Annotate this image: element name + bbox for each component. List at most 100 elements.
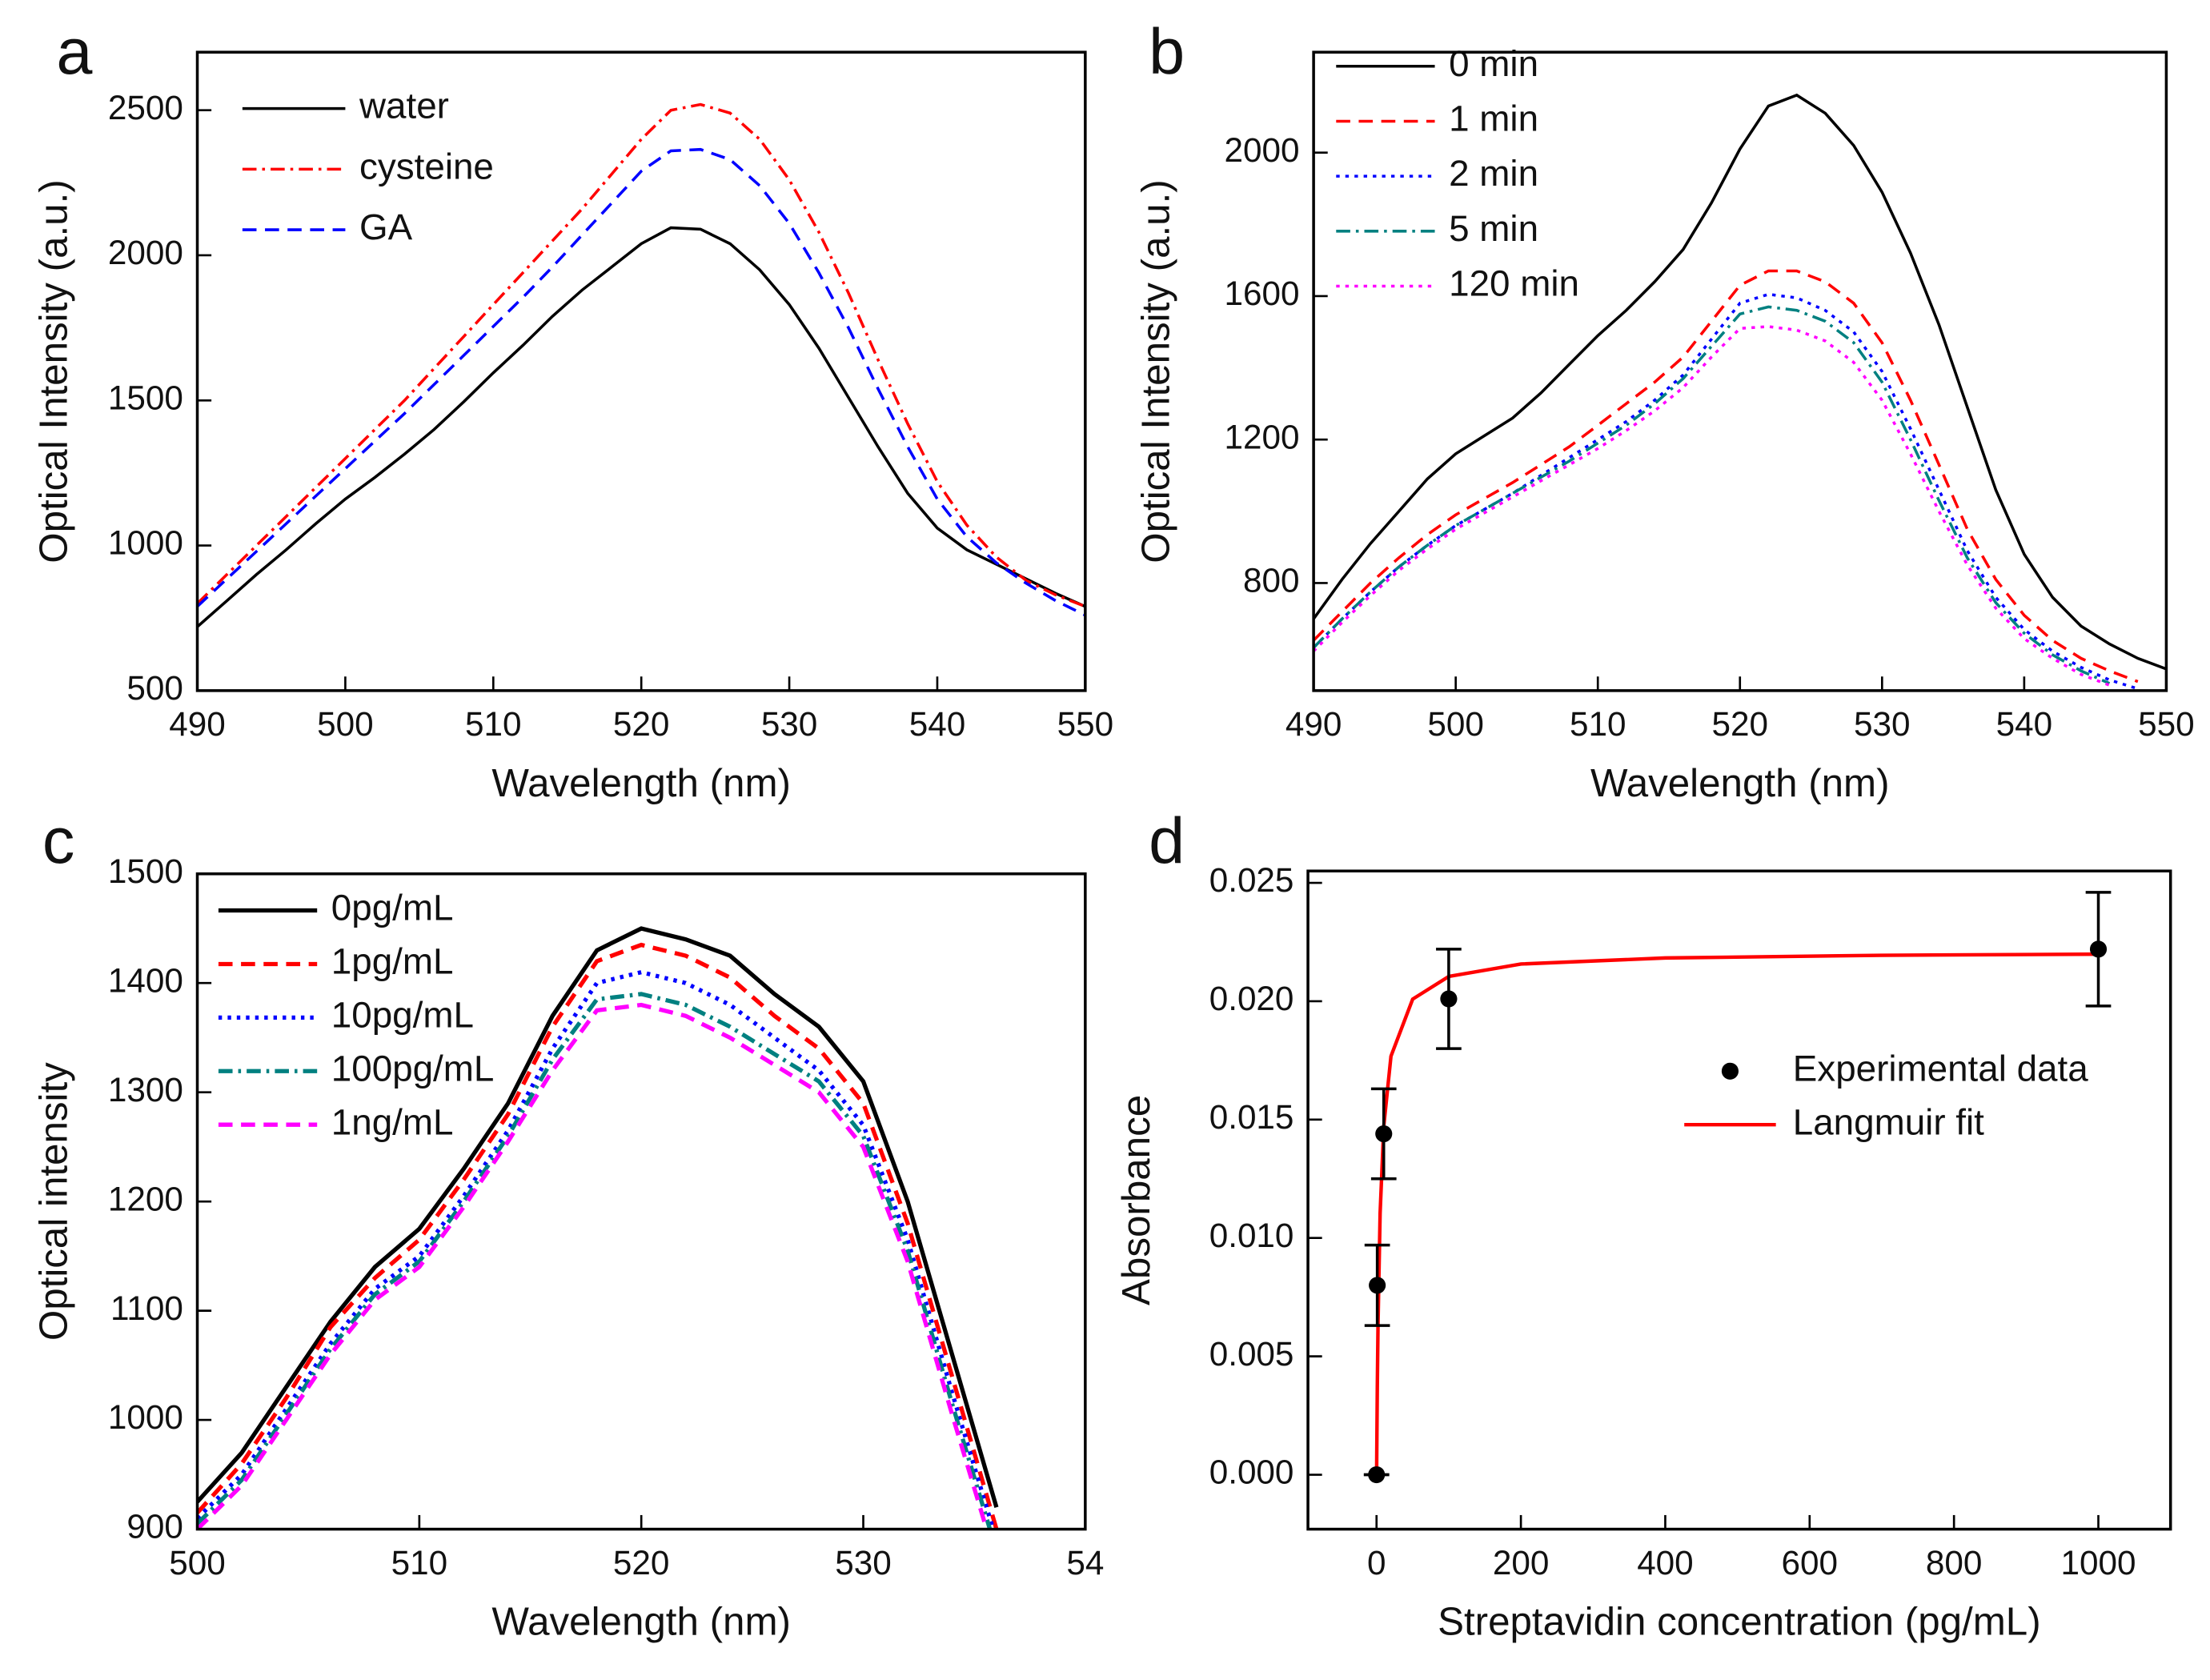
y-axis-label: Optical Intensity (a.u.) xyxy=(1133,179,1177,563)
line-series xyxy=(197,926,999,1508)
fit-curve xyxy=(1374,952,2099,1475)
y-axis-label: Optical intensity xyxy=(31,1062,75,1341)
x-tick-label: 1000 xyxy=(2061,1544,2136,1582)
legend-label: 1pg/mL xyxy=(331,941,454,982)
plot-frame xyxy=(195,50,1087,692)
legend-label: Langmuir fit xyxy=(1793,1101,1984,1142)
data-point xyxy=(2089,940,2108,958)
y-tick-label: 0.015 xyxy=(1209,1098,1294,1136)
panel: a Wavelength (nm) Optical Intensity (a.u.)… xyxy=(31,16,1113,805)
x-tick-label: 530 xyxy=(835,1544,891,1582)
y-tick-label: 0.000 xyxy=(1209,1453,1294,1491)
panel-label: d xyxy=(1149,805,1185,877)
line-series xyxy=(197,226,1085,628)
legend-label: water xyxy=(359,86,449,126)
line-series xyxy=(197,102,1085,608)
x-axis-label: Wavelength (nm) xyxy=(491,761,791,805)
plot-area xyxy=(1363,891,2112,1484)
plot-area xyxy=(197,102,1085,628)
legend-label: 5 min xyxy=(1449,208,1538,249)
line-series xyxy=(197,969,996,1530)
x-tick-label: 500 xyxy=(169,1544,226,1582)
x-tick-label: 530 xyxy=(761,705,818,743)
legend-label: 2 min xyxy=(1449,153,1538,194)
x-tick-label: 490 xyxy=(169,705,226,743)
y-tick-label: 2000 xyxy=(108,234,183,271)
y-tick-label: 1500 xyxy=(108,852,183,890)
x-tick-label: 600 xyxy=(1782,1544,1839,1582)
y-axis-label: Absorbance xyxy=(1114,1095,1158,1305)
data-point xyxy=(1368,1465,1386,1484)
x-tick-label: 520 xyxy=(613,705,670,743)
x-tick-label: 510 xyxy=(1570,705,1626,743)
panel-label: b xyxy=(1149,16,1185,88)
x-tick-label: 400 xyxy=(1637,1544,1694,1582)
x-axis-label: Wavelength (nm) xyxy=(1590,761,1890,805)
y-tick-label: 2000 xyxy=(1224,131,1299,169)
line-series xyxy=(197,942,999,1530)
panel: c Wavelength (nm) Optical intensity 900 1000… xyxy=(31,805,1104,1644)
panel-label: a xyxy=(56,16,93,88)
plot-area xyxy=(197,926,999,1530)
y-tick-label: 900 xyxy=(126,1508,183,1546)
line-series xyxy=(197,992,993,1530)
x-tick-label: 500 xyxy=(1427,705,1484,743)
x-tick-label: 540 xyxy=(1996,705,2053,743)
y-tick-label: 800 xyxy=(1243,562,1300,599)
data-point xyxy=(1375,1125,1393,1143)
x-tick-label: 550 xyxy=(2138,705,2195,743)
legend-label: GA xyxy=(359,206,413,247)
line-series xyxy=(1314,325,2111,687)
y-tick-label: 0.010 xyxy=(1209,1217,1294,1254)
plot-frame xyxy=(1306,869,2172,1531)
legend-marker xyxy=(1721,1062,1739,1080)
x-tick-label: 520 xyxy=(1712,705,1769,743)
y-tick-label: 1200 xyxy=(108,1180,183,1217)
y-tick-label: 2500 xyxy=(108,89,183,126)
y-tick-label: 1000 xyxy=(108,524,183,562)
panel-label: c xyxy=(42,805,75,877)
y-tick-label: 1600 xyxy=(1224,275,1299,312)
legend-label: 0 min xyxy=(1449,43,1538,84)
plot-frame xyxy=(1312,50,2168,692)
line-series xyxy=(197,147,1085,617)
legend-label: 0pg/mL xyxy=(331,888,454,928)
x-tick-label: 510 xyxy=(465,705,521,743)
x-tick-label: 800 xyxy=(1926,1544,1983,1582)
x-tick-label: 530 xyxy=(1854,705,1911,743)
x-axis-label: Streptavidin concentration (pg/mL) xyxy=(1438,1600,2041,1644)
legend-label: 1 min xyxy=(1449,98,1538,139)
panel: d Streptavidin concentration (pg/mL) Absor… xyxy=(1114,805,2172,1644)
y-tick-label: 500 xyxy=(126,669,183,707)
x-tick-label: 0 xyxy=(1367,1544,1386,1582)
y-tick-label: 1400 xyxy=(108,961,183,999)
y-tick-label: 1000 xyxy=(108,1398,183,1436)
x-tick-label: 54 xyxy=(1066,1544,1104,1582)
x-axis-label: Wavelength (nm) xyxy=(491,1600,791,1644)
legend-label: Experimental data xyxy=(1793,1048,2088,1089)
y-tick-label: 1300 xyxy=(108,1071,183,1109)
panel: b Wavelength (nm) Optical Intensity (a.u.)… xyxy=(1133,16,2194,805)
x-tick-label: 500 xyxy=(317,705,374,743)
y-axis-label: Optical Intensity (a.u.) xyxy=(31,179,75,563)
plot-frame xyxy=(195,872,1087,1531)
y-tick-label: 1200 xyxy=(1224,418,1299,455)
data-point xyxy=(1369,1277,1386,1294)
x-tick-label: 550 xyxy=(1057,705,1114,743)
line-series xyxy=(1314,93,2167,671)
x-tick-label: 200 xyxy=(1493,1544,1550,1582)
y-tick-label: 0.025 xyxy=(1209,861,1294,899)
x-tick-label: 490 xyxy=(1285,705,1342,743)
legend-label: 1ng/mL xyxy=(331,1101,454,1142)
y-tick-label: 0.020 xyxy=(1209,980,1294,1017)
line-series xyxy=(1314,269,2139,684)
legend-label: 120 min xyxy=(1449,263,1579,304)
line-series xyxy=(1314,305,2111,685)
data-point xyxy=(1440,990,1458,1008)
y-tick-label: 1100 xyxy=(110,1289,183,1327)
legend-label: cysteine xyxy=(359,146,494,186)
x-tick-label: 510 xyxy=(391,1544,448,1582)
legend-label: 100pg/mL xyxy=(331,1048,495,1089)
x-tick-label: 540 xyxy=(909,705,966,743)
